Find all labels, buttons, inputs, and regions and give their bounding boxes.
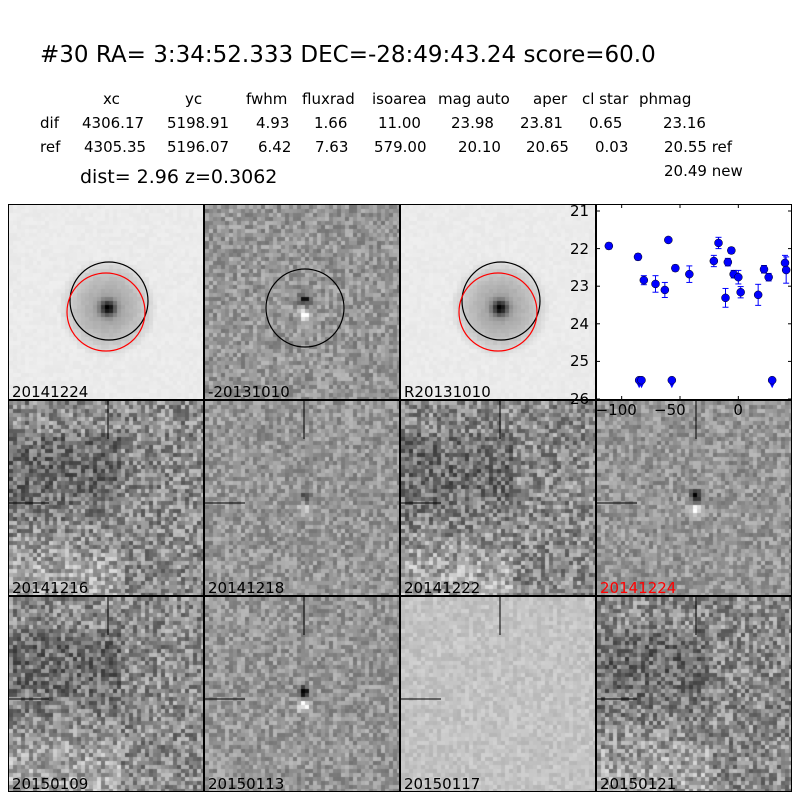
data-point [671,263,680,273]
data-point [651,279,660,289]
x-tick-label: −100 [595,401,637,419]
stamp-date-label: 20141222 [404,579,481,596]
new-mag: 20.49 new [664,162,743,180]
red-aperture-circle [66,272,146,352]
table-cell: 4.93 [256,114,290,132]
image-stamp[interactable]: 20141222 [400,400,596,596]
image-stamp[interactable]: 20141218 [204,400,400,596]
upper-limit-point [667,375,677,385]
data-point [781,265,791,275]
stamp-date-label: 20141224 [12,383,89,400]
stamp-date-label: 20150109 [12,775,89,792]
black-aperture-circle [69,261,149,341]
table-cell: 4305.35 [84,138,147,156]
table-cell: 5198.91 [167,114,230,132]
x-tick-label: −50 [654,401,686,419]
red-aperture-circle [458,272,538,352]
data-point [780,258,790,268]
column-header: aper [533,90,568,108]
image-stamp[interactable]: 20150109 [8,596,204,792]
table-cell: 6.42 [258,138,292,156]
y-tick-label: 24 [570,314,590,333]
data-point [721,293,730,303]
table-cell: 20.65 [526,138,569,156]
table-cell: 11.00 [378,114,421,132]
table-cell: 4306.17 [82,114,145,132]
column-header: isoarea [372,90,427,108]
data-point [759,265,769,274]
data-point [633,252,643,262]
y-tick-label: 26 [570,390,590,408]
row-label: ref [40,138,61,156]
image-stamp[interactable]: 20150113 [204,596,400,792]
table-cell: 7.63 [315,138,349,156]
row-label: dif [40,114,59,132]
image-stamp[interactable]: 20141216 [8,400,204,596]
stamp-date-label: 20141218 [208,579,285,596]
data-point [660,285,670,295]
data-point [664,235,673,245]
data-point [753,290,763,300]
plot-frame [596,204,792,400]
table-cell: 23.98 [451,114,494,132]
image-stamp[interactable]: 20150121 [596,596,792,792]
table-cell: 5196.07 [167,138,230,156]
upper-limit-point [767,375,777,385]
data-point [604,241,614,251]
x-tick-label: 0 [733,401,743,419]
column-header: xc [103,90,120,108]
y-tick-label: 25 [570,352,590,371]
upper-limit-point [637,375,646,385]
image-stamp[interactable]: 20150117 [400,596,596,792]
column-header: mag auto [438,90,510,108]
y-tick-label: 23 [570,277,590,296]
light-curve-plot [596,204,792,400]
data-point [639,275,649,285]
data-point [764,272,773,282]
column-header: cl star [582,90,629,108]
column-header: fluxrad [302,90,355,108]
y-tick-label: 22 [570,239,590,258]
table-cell: 20.55 ref [664,138,733,156]
stamp-date-label: R20131010 [404,383,491,400]
table-cell: 23.16 [663,114,706,132]
image-stamp[interactable]: -20131010 [204,204,400,400]
column-header: phmag [639,90,692,108]
stamp-date-label: 20150113 [208,775,285,792]
data-point [736,287,745,297]
data-point [723,257,733,267]
table-cell: 23.81 [520,114,563,132]
image-stamp[interactable]: R20131010 [400,204,596,400]
black-aperture-circle [265,268,345,348]
table-cell: 20.10 [458,138,501,156]
stamp-date-label: 20150121 [600,775,677,792]
data-point [734,272,743,282]
data-point [727,246,736,255]
stamp-date-label: -20131010 [208,383,290,400]
page-title: #30 RA= 3:34:52.333 DEC=-28:49:43.24 sco… [40,42,656,68]
column-header: yc [185,90,203,108]
table-cell: 1.66 [314,114,348,132]
stamp-date-label: 20141216 [12,579,89,596]
column-header: fwhm [246,90,288,108]
table-cell: 0.03 [595,138,629,156]
black-aperture-circle [461,261,541,341]
data-point [685,269,694,279]
data-point [709,256,719,266]
image-stamp[interactable]: 20141224 [8,204,204,400]
y-tick-label: 21 [570,202,590,220]
stamp-date-label: 20150117 [404,775,481,792]
table-cell: 0.65 [589,114,623,132]
image-stamp[interactable]: 20141224 [596,400,792,596]
stamp-date-label: 20141224 [600,579,677,596]
table-cell: 579.00 [374,138,427,156]
distance-redshift: dist= 2.96 z=0.3062 [80,166,278,188]
data-point [714,238,723,248]
